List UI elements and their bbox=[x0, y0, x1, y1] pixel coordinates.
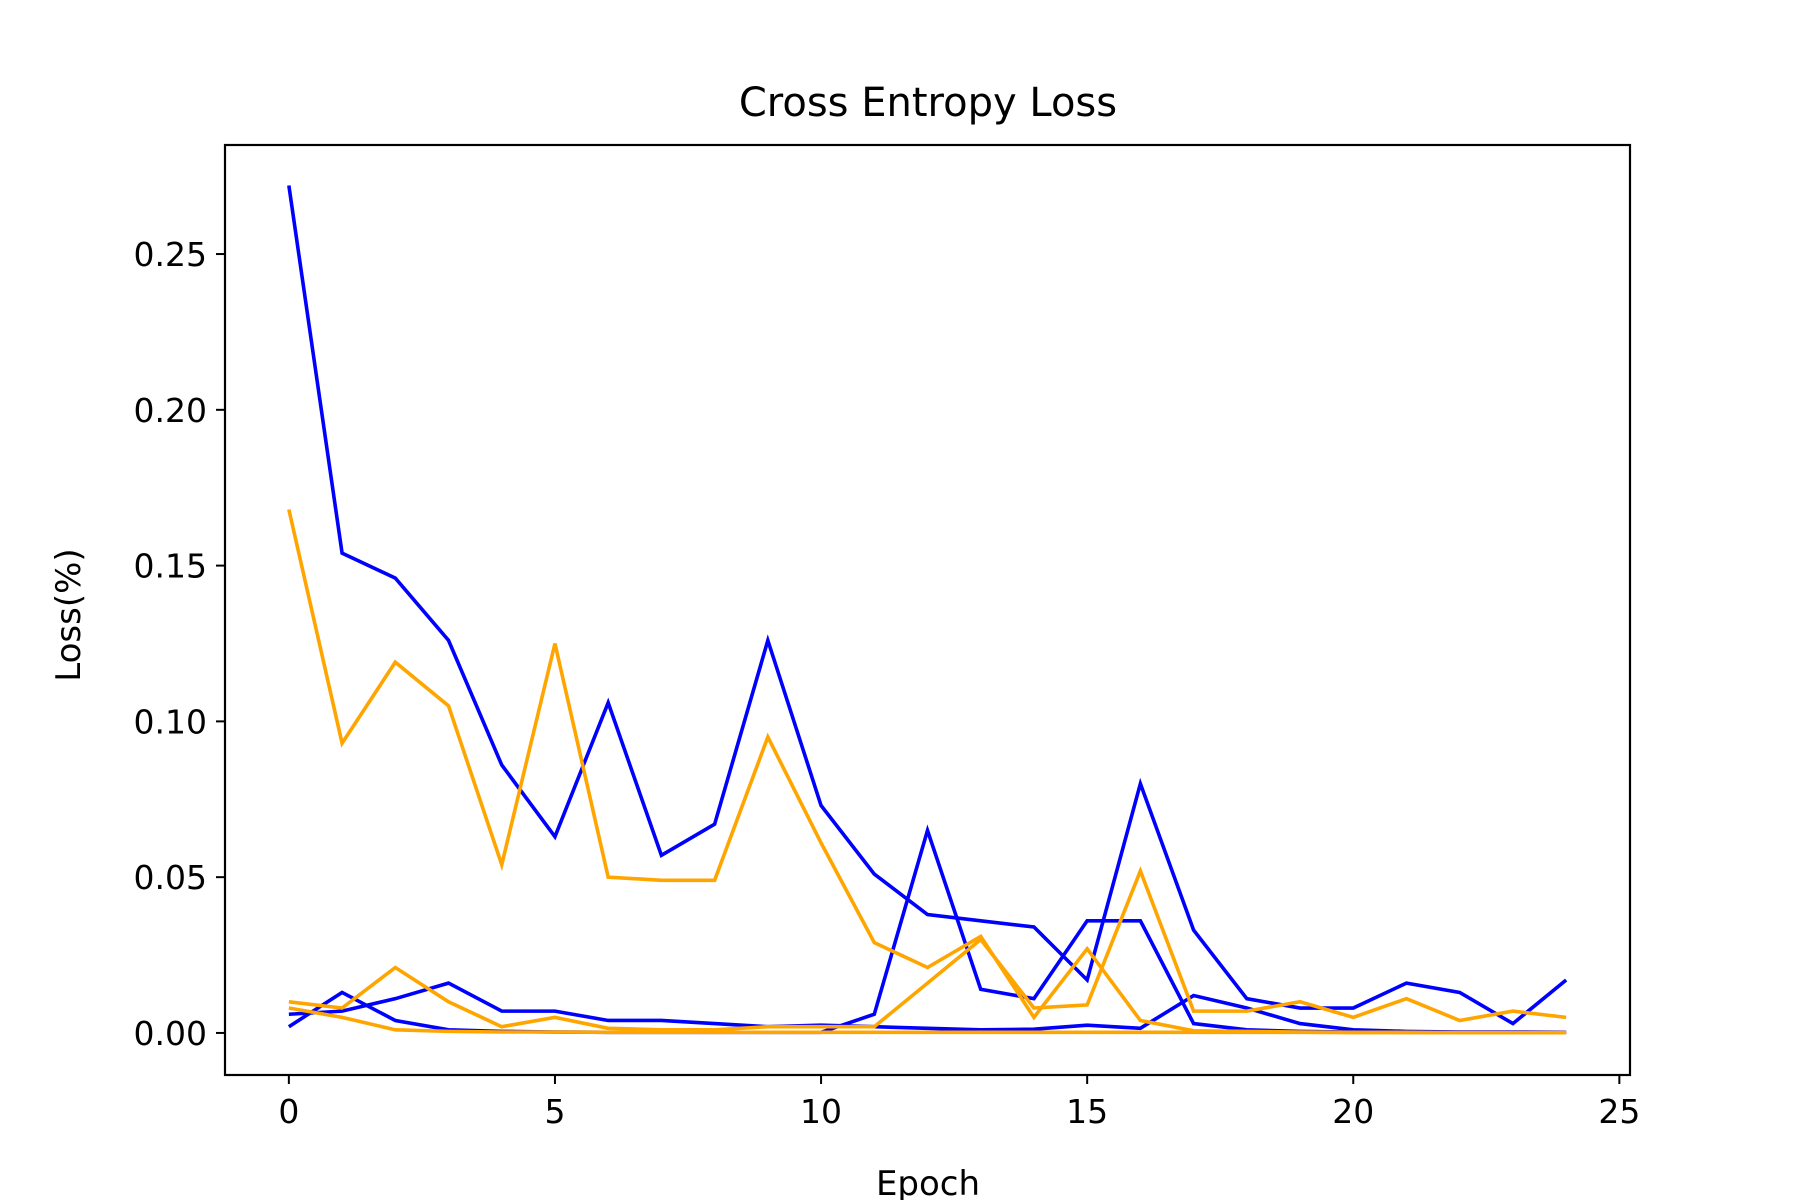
x-tick-label: 5 bbox=[544, 1092, 565, 1131]
y-tick-label: 0.05 bbox=[134, 858, 207, 897]
y-tick-label: 0.00 bbox=[134, 1014, 207, 1053]
y-axis-label: Loss(%) bbox=[49, 548, 89, 681]
series-layer bbox=[287, 185, 1568, 1035]
x-axis-label: Epoch bbox=[876, 1164, 980, 1200]
x-tick-label: 15 bbox=[1066, 1092, 1108, 1131]
y-tick-label: 0.10 bbox=[134, 702, 207, 741]
series-line-5 bbox=[288, 865, 1567, 1032]
series-line-1 bbox=[287, 185, 1568, 1026]
y-tick-label: 0.15 bbox=[134, 547, 207, 586]
y-tick-label: 0.20 bbox=[134, 391, 207, 430]
series-line-3 bbox=[288, 981, 1567, 1035]
x-axis-ticks: 0 5 10 15 20 25 bbox=[278, 1075, 1640, 1131]
x-tick-label: 25 bbox=[1598, 1092, 1640, 1131]
x-tick-label: 0 bbox=[278, 1092, 299, 1131]
y-axis-ticks: 0.00 0.05 0.10 0.15 0.20 0.25 bbox=[134, 235, 225, 1053]
chart-title: Cross Entropy Loss bbox=[739, 80, 1117, 126]
x-tick-label: 20 bbox=[1332, 1092, 1374, 1131]
y-tick-label: 0.25 bbox=[134, 235, 207, 274]
plot-frame bbox=[223, 143, 1632, 1077]
series-line-6 bbox=[288, 1006, 1567, 1035]
x-tick-label: 10 bbox=[800, 1092, 842, 1131]
